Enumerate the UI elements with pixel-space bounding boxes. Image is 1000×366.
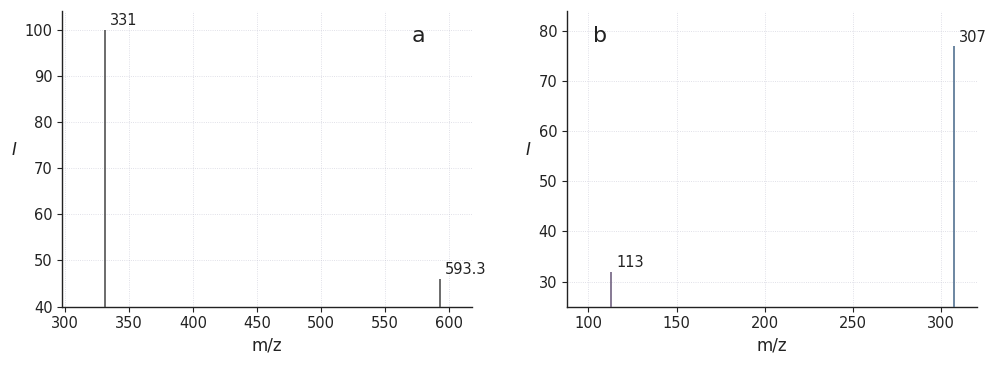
X-axis label: m/z: m/z <box>252 337 282 355</box>
Text: b: b <box>593 26 607 46</box>
Text: 307: 307 <box>958 30 986 45</box>
Text: 113: 113 <box>616 255 644 270</box>
Text: 331: 331 <box>110 13 137 28</box>
Text: a: a <box>412 26 425 46</box>
Text: 593.3: 593.3 <box>445 262 487 277</box>
X-axis label: m/z: m/z <box>756 337 787 355</box>
Y-axis label: I: I <box>11 141 16 159</box>
Y-axis label: I: I <box>525 141 530 159</box>
